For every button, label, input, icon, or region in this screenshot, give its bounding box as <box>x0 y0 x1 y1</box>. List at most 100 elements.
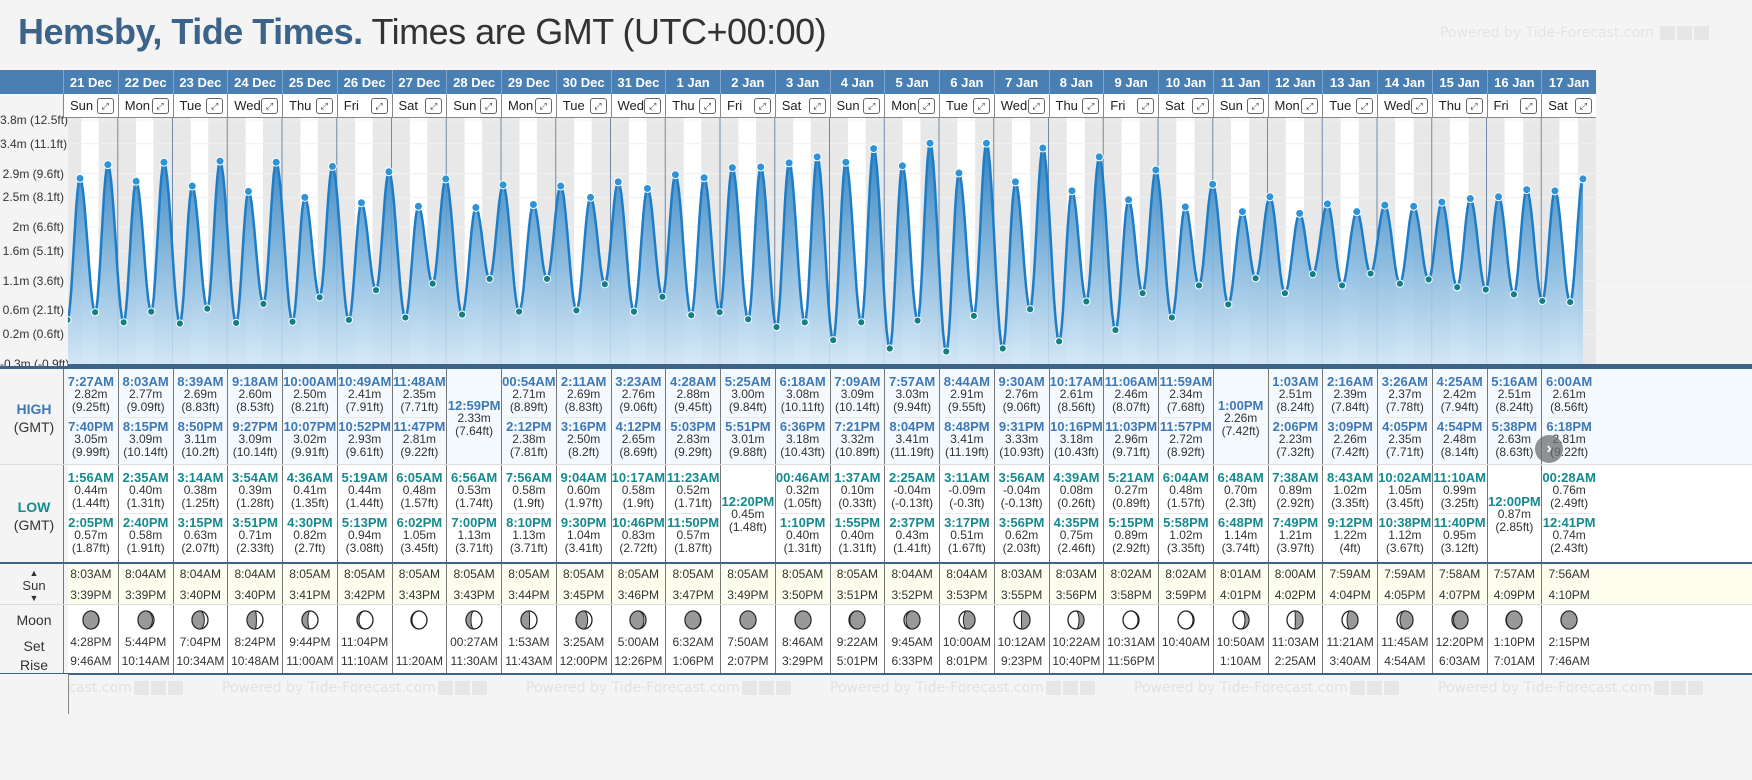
expand-day-icon[interactable]: ⤢ <box>644 98 662 114</box>
day-column: 31 Dec Wed ⤢ <box>610 70 666 780</box>
low-tide-time: 1:37AM <box>834 470 881 485</box>
expand-day-icon[interactable]: ⤢ <box>96 98 114 114</box>
sun-cell: 8:00AM 4:02PM <box>1267 564 1323 606</box>
expand-day-icon[interactable]: ⤢ <box>1356 98 1373 114</box>
expand-day-icon[interactable]: ⤢ <box>699 98 716 114</box>
expand-day-icon[interactable]: ⤢ <box>206 98 224 114</box>
moonset-time: 11:45AM <box>1381 635 1429 649</box>
sunrise-time: 8:05AM <box>289 567 331 581</box>
low-tide-height-m: 0.63m <box>183 528 218 542</box>
low-tide-height-ft: (1.25ft) <box>181 496 220 510</box>
sunrise-arrow-icon: ▲ <box>29 568 39 578</box>
expand-day-icon[interactable]: ⤢ <box>315 98 333 114</box>
high-tide-time: 1:00PM <box>1217 398 1264 413</box>
moonset-time: 10:50AM <box>1216 635 1265 649</box>
high-tide-height-m: 3.09m <box>238 432 272 446</box>
header-corner <box>0 70 70 94</box>
header-corner-sub <box>0 94 68 118</box>
low-tide-time: 11:50PM <box>667 515 720 530</box>
high-tide-height-m: 3.18m <box>1059 432 1094 446</box>
expand-day-icon[interactable]: ⤢ <box>1137 98 1154 114</box>
low-tide-height-m: 0.40m <box>785 528 820 542</box>
high-tide-time: 11:06AM <box>1104 374 1158 389</box>
expand-day-icon[interactable]: ⤢ <box>589 98 607 114</box>
sunset-time: 4:02PM <box>1274 588 1317 602</box>
high-tide-height-m: 2.83m <box>676 432 710 446</box>
low-tide-time: 5:13PM <box>341 515 388 530</box>
sunset-time: 4:09PM <box>1493 588 1536 602</box>
sun-cell: 8:04AM 3:39PM <box>117 564 173 606</box>
day-of-week: Mon <box>891 98 917 113</box>
expand-day-icon[interactable]: ⤢ <box>1191 98 1209 114</box>
low-tide-height-m: 0.75m <box>1059 528 1094 542</box>
expand-day-icon[interactable]: ⤢ <box>425 98 443 114</box>
low-tide-point <box>829 336 838 345</box>
expand-day-icon[interactable]: ⤢ <box>370 98 388 114</box>
sun-cell: 8:05AM 3:49PM <box>720 564 775 606</box>
sunset-time: 3:40PM <box>179 588 222 602</box>
low-tide-cell: 5:21AM 0.27m (0.89ft) 5:15PM 0.89m (2.92ft) <box>1103 465 1158 563</box>
moon-cell: 9:45AM 6:33PM <box>884 605 939 673</box>
low-tide-height-ft: (3.45ft) <box>400 541 439 555</box>
high-tide-height-m: 2.76m <box>1004 387 1039 401</box>
expand-day-icon[interactable]: ⤢ <box>1301 98 1319 114</box>
high-tide-height-m: 2.26m <box>1333 432 1367 446</box>
expand-day-icon[interactable]: ⤢ <box>863 98 881 114</box>
expand-day-icon[interactable]: ⤢ <box>1465 98 1483 114</box>
sunrise-time: 8:03AM <box>1000 567 1043 581</box>
expand-day-icon[interactable]: ⤢ <box>808 98 826 114</box>
high-tide-time: 2:11AM <box>560 374 607 389</box>
day-name: Fri ⤢ <box>720 94 775 118</box>
expand-day-icon[interactable]: ⤢ <box>1520 98 1538 114</box>
sun-cell: 7:58AM 4:07PM <box>1431 564 1487 606</box>
high-tide-height-ft: (7.84ft) <box>1331 400 1370 414</box>
sun-cell: 8:03AM 3:39PM <box>63 564 118 606</box>
expand-day-icon[interactable]: ⤢ <box>1575 98 1592 114</box>
low-tide-height-m: 0.58m <box>512 483 546 497</box>
moonset-time: 11:04PM <box>341 635 389 649</box>
sunset-time: 3:59PM <box>1165 588 1207 602</box>
expand-day-icon[interactable]: ⤢ <box>261 98 278 114</box>
expand-day-icon[interactable]: ⤢ <box>1027 98 1045 114</box>
next-days-button[interactable]: › <box>1535 435 1563 463</box>
low-tide-cell: 8:43AM 1.02m (3.35ft) 9:12PM 1.22m (4ft) <box>1322 465 1377 563</box>
expand-day-icon[interactable]: ⤢ <box>972 98 990 114</box>
low-tide-point <box>147 307 156 316</box>
low-tide-height-m: 0.10m <box>840 483 875 497</box>
high-tide-time: 3:16PM <box>560 419 607 434</box>
moon-cell: 3:25AM 12:00PM <box>555 605 611 673</box>
expand-day-icon[interactable]: ⤢ <box>1246 98 1264 114</box>
high-tide-point <box>159 157 169 167</box>
day-of-week: Wed <box>234 98 261 113</box>
expand-day-icon[interactable]: ⤢ <box>753 98 771 114</box>
divider <box>1328 417 1372 418</box>
low-tide-time: 00:46AM <box>775 470 830 485</box>
sunset-time: 3:41PM <box>289 588 331 602</box>
moon-cell: 2:15PM 7:46AM <box>1541 605 1596 673</box>
moonset-time: 9:22AM <box>836 635 879 649</box>
low-tide-height-ft: (3.12ft) <box>1440 541 1479 555</box>
day-date: 6 Jan <box>939 70 994 94</box>
expand-day-icon[interactable]: ⤢ <box>534 98 552 114</box>
expand-day-icon[interactable]: ⤢ <box>151 98 169 114</box>
moon-phase-icon <box>355 610 374 630</box>
day-name: Sun ⤢ <box>446 94 501 118</box>
divider <box>890 417 934 418</box>
day-name: Sat ⤢ <box>391 94 447 118</box>
high-tide-point <box>1038 143 1048 153</box>
sunrise-time: 8:05AM <box>781 567 824 581</box>
moonrise-time: 3:40AM <box>1329 654 1371 668</box>
low-tide-point <box>288 317 297 326</box>
expand-day-icon[interactable]: ⤢ <box>918 98 935 114</box>
moon-cell: 10:22AM 10:40PM <box>1048 605 1104 673</box>
high-tide-time: 3:23AM <box>615 374 662 389</box>
high-tide-time: 11:48AM <box>393 374 446 389</box>
moon-phase-icon <box>1341 610 1359 630</box>
moon-phase-icon <box>1067 610 1086 630</box>
expand-day-icon[interactable]: ⤢ <box>1082 98 1100 114</box>
moonrise-time: 11:20AM <box>395 654 443 668</box>
expand-day-icon[interactable]: ⤢ <box>1410 98 1428 114</box>
sun-label: ▲ Sun ▼ <box>0 564 68 606</box>
moon-phase-icon <box>1177 610 1195 630</box>
expand-day-icon[interactable]: ⤢ <box>480 98 497 114</box>
